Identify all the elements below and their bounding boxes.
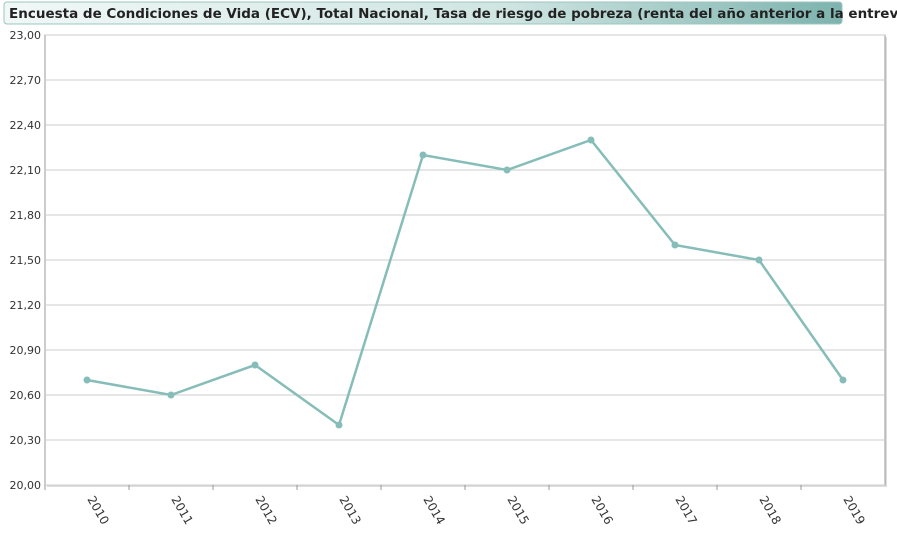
x-tick-label: 2016 [588,494,615,527]
chart-title: Encuesta de Condiciones de Vida (ECV), T… [9,6,897,22]
point [839,376,847,384]
point [587,136,595,144]
point [671,241,679,249]
y-tick-label: 20,00 [10,479,42,492]
x-tick-label: 2010 [84,494,111,527]
y-tick-label: 22,10 [10,164,42,177]
x-tick-label: 2019 [840,494,867,527]
x-tick-label: 2011 [168,494,195,527]
point [755,256,763,264]
point [83,376,91,384]
series-line [86,138,845,428]
point [251,361,259,369]
y-tick-label: 22,70 [10,74,42,87]
y-tick-label: 20,30 [10,434,42,447]
y-tick-label: 23,00 [10,29,42,42]
point [419,151,427,159]
y-tick-label: 21,80 [10,209,42,222]
y-tick-label: 20,90 [10,344,42,357]
x-tick-label: 2013 [336,494,363,527]
y-tick-label: 21,20 [10,299,42,312]
x-tick-label: 2017 [672,494,699,527]
x-tick-label: 2014 [420,494,447,527]
point [335,421,343,429]
point [503,166,511,174]
title-bar [3,1,843,25]
x-tick-label: 2012 [252,494,279,527]
y-tick-label: 21,50 [10,254,42,267]
x-tick-label: 2015 [504,494,531,527]
y-tick-label: 22,40 [10,119,42,132]
x-tick-label: 2018 [756,494,783,527]
y-tick-label: 20,60 [10,389,42,402]
point [167,391,175,399]
